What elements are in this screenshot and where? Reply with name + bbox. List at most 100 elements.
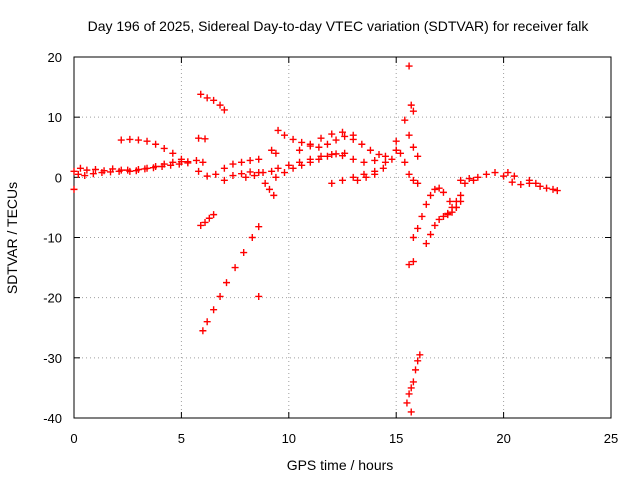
data-point bbox=[439, 212, 447, 220]
data-point bbox=[281, 169, 289, 177]
data-point bbox=[115, 167, 123, 175]
data-point bbox=[199, 158, 207, 166]
data-point bbox=[195, 134, 203, 142]
data-point bbox=[414, 224, 422, 232]
data-point bbox=[117, 136, 125, 144]
data-point bbox=[265, 185, 273, 193]
data-point bbox=[439, 188, 447, 196]
series-trace-35 bbox=[70, 185, 78, 193]
data-point bbox=[229, 172, 237, 180]
data-point bbox=[339, 176, 346, 184]
series-trace-28 bbox=[444, 191, 465, 217]
data-point bbox=[255, 223, 263, 231]
x-tick-label: 15 bbox=[389, 431, 403, 446]
data-point bbox=[504, 169, 512, 177]
data-point bbox=[549, 185, 557, 193]
series-trace-5 bbox=[195, 134, 209, 143]
data-point bbox=[231, 264, 239, 272]
data-point bbox=[289, 135, 297, 143]
data-point bbox=[381, 152, 389, 160]
series-trace-10 bbox=[220, 168, 263, 184]
data-point bbox=[132, 167, 140, 175]
data-point bbox=[274, 126, 282, 134]
y-tick-labels: 20 10 0 -10 -20 -30 -40 bbox=[43, 50, 62, 426]
data-point bbox=[332, 150, 340, 158]
data-point bbox=[246, 168, 254, 176]
x-tick-label: 20 bbox=[496, 431, 510, 446]
data-point bbox=[315, 143, 323, 151]
data-point bbox=[465, 175, 473, 183]
data-point bbox=[203, 172, 211, 180]
y-tick-label: -20 bbox=[43, 291, 62, 306]
data-point bbox=[158, 163, 166, 171]
series-trace-2 bbox=[74, 156, 207, 180]
series-trace-32 bbox=[508, 178, 533, 189]
data-point bbox=[508, 178, 516, 186]
series-trace-3 bbox=[117, 135, 185, 163]
series-trace-8 bbox=[255, 292, 263, 300]
data-point bbox=[220, 176, 228, 184]
data-point bbox=[414, 152, 422, 160]
data-point bbox=[457, 191, 465, 199]
y-axis-label: SDTVAR / TECUs bbox=[4, 182, 20, 294]
series-trace-30 bbox=[461, 176, 478, 187]
data-point bbox=[375, 150, 383, 158]
data-point bbox=[199, 327, 207, 335]
data-point bbox=[240, 249, 248, 257]
data-point bbox=[416, 351, 424, 359]
data-point bbox=[553, 187, 561, 195]
series-trace-11 bbox=[242, 167, 276, 181]
y-tick-label: 20 bbox=[48, 50, 62, 65]
tick-marks bbox=[73, 56, 612, 419]
data-point bbox=[175, 160, 183, 168]
data-point bbox=[409, 234, 417, 241]
data-point bbox=[500, 172, 508, 180]
data-point bbox=[210, 211, 218, 219]
data-point bbox=[405, 131, 413, 139]
data-point bbox=[152, 140, 160, 148]
data-point bbox=[298, 161, 306, 169]
data-point bbox=[197, 90, 205, 98]
data-point bbox=[409, 378, 417, 386]
data-point bbox=[418, 212, 426, 220]
data-point bbox=[317, 134, 325, 142]
data-point bbox=[177, 155, 185, 163]
data-point bbox=[223, 279, 231, 287]
y-tick-label: -10 bbox=[43, 231, 62, 246]
data-point bbox=[396, 149, 404, 157]
data-point bbox=[315, 155, 323, 163]
data-point bbox=[229, 160, 237, 168]
data-point bbox=[268, 146, 276, 154]
y-tick-label: -40 bbox=[43, 411, 62, 426]
data-point bbox=[341, 132, 349, 140]
data-point bbox=[203, 94, 211, 102]
series-trace-33 bbox=[525, 176, 540, 187]
data-point bbox=[517, 181, 525, 189]
series-trace-6 bbox=[199, 223, 263, 335]
data-point bbox=[392, 137, 400, 145]
data-point bbox=[169, 149, 177, 157]
data-point bbox=[160, 144, 168, 152]
series-trace-4 bbox=[197, 90, 228, 114]
data-point bbox=[255, 155, 263, 163]
data-point bbox=[220, 164, 228, 172]
data-point bbox=[272, 149, 280, 157]
data-point bbox=[360, 170, 368, 178]
data-point bbox=[349, 173, 357, 181]
data-point bbox=[407, 101, 415, 109]
series-trace-27 bbox=[407, 408, 415, 416]
y-tick-label: 0 bbox=[55, 170, 62, 185]
data-point bbox=[341, 149, 349, 157]
data-point bbox=[306, 158, 314, 166]
data-point bbox=[339, 128, 346, 136]
data-point bbox=[167, 161, 175, 169]
data-point bbox=[388, 155, 396, 163]
series-trace-13 bbox=[268, 146, 280, 157]
data-point bbox=[543, 184, 551, 192]
data-point bbox=[409, 143, 417, 151]
data-point bbox=[381, 158, 389, 166]
series-trace-24 bbox=[422, 203, 460, 248]
data-point bbox=[149, 164, 157, 172]
x-axis-label: GPS time / hours bbox=[287, 457, 394, 473]
data-point bbox=[379, 164, 387, 172]
